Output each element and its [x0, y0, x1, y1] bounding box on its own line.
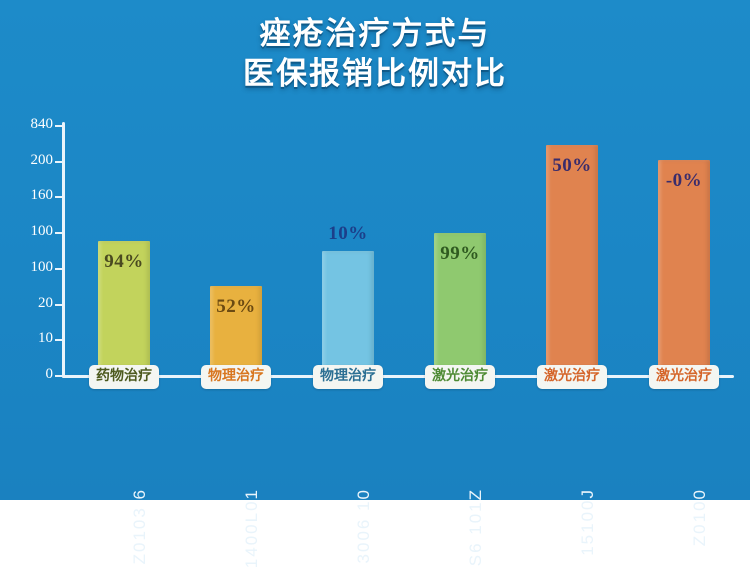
bar[interactable] — [322, 251, 374, 375]
y-axis-tick-label: 160 — [30, 187, 54, 204]
bar-group[interactable]: 50% 激光治疗 — [537, 119, 607, 389]
y-axis-tick-label: 10 — [38, 330, 53, 347]
y-axis-tick-label: 20 — [38, 294, 53, 311]
bar-value-label: 52% — [216, 296, 256, 317]
y-axis-tick — [55, 125, 65, 127]
bar-value-label: 99% — [440, 243, 480, 264]
y-axis-tick-label: 200 — [30, 151, 54, 168]
bar[interactable] — [658, 160, 710, 375]
x-axis-rotated-label: Z0100 — [690, 488, 709, 547]
title-line-2: 医保报销比例对比 — [243, 56, 507, 92]
bar-group[interactable]: 99% 激光治疗 — [425, 119, 495, 389]
category-label[interactable]: 激光治疗 — [649, 365, 719, 389]
y-axis-tick-label: 840 — [30, 116, 54, 132]
bar-value-label: -0% — [665, 170, 703, 191]
category-label[interactable]: 药物治疗 — [89, 365, 159, 389]
y-axis-tick — [55, 339, 65, 342]
category-label[interactable]: 激光治疗 — [425, 365, 495, 389]
y-axis-tick — [55, 160, 65, 163]
y-axis-tick-label: 100 — [30, 258, 54, 275]
bar-value-label: 10% — [328, 223, 368, 244]
x-axis-rotated-label: 15100J — [578, 488, 597, 556]
bar[interactable] — [98, 241, 150, 375]
plot-area: 840 200 160 100 100 20 10 0 94% 药物治疗 52% 物理治疗 10% 物理… — [31, 116, 734, 389]
x-axis-baseline — [62, 375, 734, 378]
category-label[interactable]: 物理治疗 — [313, 365, 383, 389]
x-axis-rotated-label: Z0103 6 — [130, 488, 149, 565]
bar-group[interactable]: 10% 物理治疗 — [313, 119, 383, 389]
category-label[interactable]: 激光治疗 — [537, 365, 607, 389]
bar-value-label: 94% — [104, 251, 144, 272]
chart-title: 痤疮治疗方式与 医保报销比例对比 — [0, 14, 750, 94]
bar-group[interactable]: 94% 药物治疗 — [89, 119, 159, 389]
y-axis-tick — [55, 375, 65, 377]
y-axis-tick — [55, 267, 65, 270]
y-axis-tick-label: 0 — [45, 366, 54, 382]
x-axis-rotated-label: 3006 10 — [354, 488, 373, 564]
bar-group[interactable]: -0% 激光治疗 — [649, 119, 719, 389]
bar[interactable] — [210, 286, 262, 375]
y-axis-tick — [55, 196, 65, 199]
x-axis-rotated-labels: Z0103 6 1400L01 3006 10 S6 101Z 15100J Z0100 — [62, 392, 734, 568]
y-axis-tick-label: 100 — [30, 223, 54, 240]
bar-value-label: 50% — [552, 155, 592, 176]
category-label[interactable]: 物理治疗 — [201, 365, 271, 389]
title-line-1: 痤疮治疗方式与 — [259, 16, 491, 52]
y-axis-tick — [55, 232, 65, 235]
y-axis-line — [62, 122, 65, 378]
x-axis-rotated-label: 1400L01 — [242, 488, 261, 568]
bar-group[interactable]: 52% 物理治疗 — [201, 119, 271, 389]
bars-layer: 94% 药物治疗 52% 物理治疗 10% 物理治疗 99% 激光治疗 50% 激光治疗 -0% 激光… — [62, 119, 734, 389]
y-axis-tick — [55, 303, 65, 306]
bar[interactable] — [434, 233, 486, 375]
bar[interactable] — [546, 145, 598, 375]
